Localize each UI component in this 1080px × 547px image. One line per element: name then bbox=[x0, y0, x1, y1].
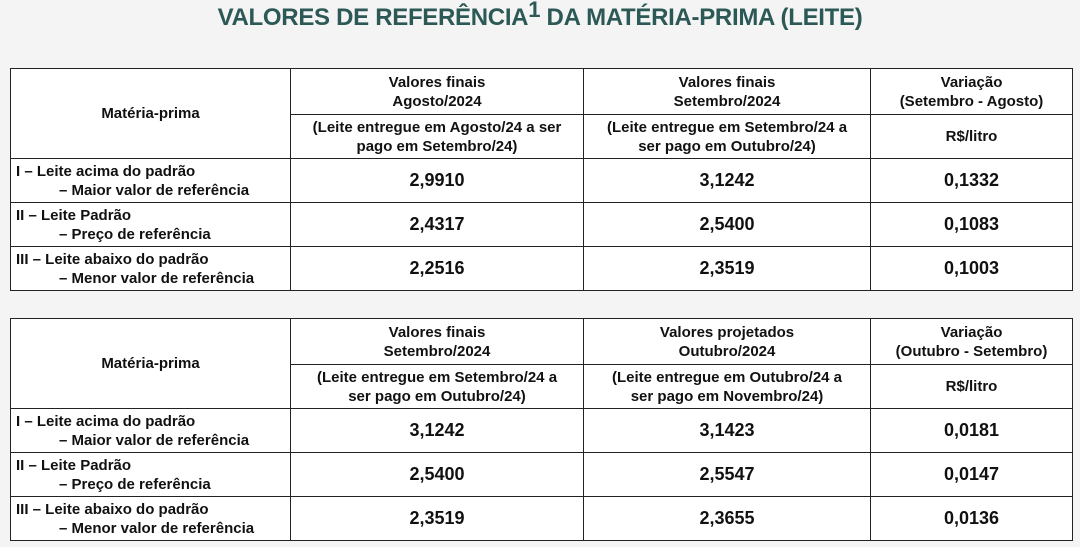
value-cell: 2,9910 bbox=[290, 158, 584, 203]
header-line: Variação bbox=[940, 73, 1003, 91]
note-line: ser pago em Outubro/24) bbox=[638, 137, 816, 155]
data-row: III – Leite abaixo do padrão – Menor valo… bbox=[10, 496, 1073, 541]
note-line: R$/litro bbox=[945, 378, 998, 395]
label-line: II – Leite Padrão bbox=[16, 456, 132, 474]
value-cell: 2,3519 bbox=[290, 496, 584, 541]
value-cell: 0,1083 bbox=[870, 202, 1073, 247]
note-cell: (Leite entregue em Setembro/24 a ser pago… bbox=[290, 364, 584, 409]
label-line: – Maior valor de referência bbox=[59, 181, 250, 199]
row-label: III – Leite abaixo do padrão – Menor valo… bbox=[10, 246, 291, 291]
header-line: Valores finais bbox=[388, 323, 486, 341]
label-line: – Menor valor de referência bbox=[59, 269, 255, 287]
value-cell: 3,1423 bbox=[583, 408, 871, 453]
value-cell: 2,3655 bbox=[583, 496, 871, 541]
label-line: – Maior valor de referência bbox=[59, 431, 250, 449]
label-line: I – Leite acima do padrão bbox=[16, 412, 196, 430]
value-cell: 2,3519 bbox=[583, 246, 871, 291]
header-row: Matéria-prima Valores finais Agosto/2024 Va… bbox=[10, 68, 1073, 159]
note-line: (Leite entregue em Agosto/24 a ser bbox=[312, 118, 562, 136]
label-line: – Menor valor de referência bbox=[59, 519, 255, 537]
header-cell: Valores finais Agosto/2024 bbox=[290, 68, 584, 115]
value-cell: 0,0181 bbox=[870, 408, 1073, 453]
value-cell: 0,0147 bbox=[870, 452, 1073, 497]
header-line: (Outubro - Setembro) bbox=[895, 342, 1048, 360]
row-label: I – Leite acima do padrão – Maior valor d… bbox=[10, 158, 291, 203]
header-cell: Variação (Setembro - Agosto) bbox=[870, 68, 1073, 115]
data-table: Matéria-prima Valores finais Agosto/2024 Va… bbox=[10, 68, 1073, 291]
note-line: R$/litro bbox=[945, 128, 998, 145]
header-line: Valores projetados bbox=[659, 323, 795, 341]
row-label: III – Leite abaixo do padrão – Menor valo… bbox=[10, 496, 291, 541]
note-cell: (Leite entregue em Setembro/24 a ser pago… bbox=[583, 114, 871, 159]
data-row: III – Leite abaixo do padrão – Menor valo… bbox=[10, 246, 1073, 291]
note-line: (Leite entregue em Setembro/24 a bbox=[606, 118, 848, 136]
note-line: ser pago em Novembro/24) bbox=[630, 387, 824, 405]
header-row: (Leite entregue em Agosto/24 a ser pago e… bbox=[11, 114, 1073, 159]
label-line: – Preço de referência bbox=[59, 225, 211, 243]
title-text: VALORES DE REFERÊNCIA bbox=[217, 4, 529, 31]
header-cell: Valores finais Setembro/2024 bbox=[290, 318, 584, 365]
header-cell: Matéria-prima bbox=[10, 318, 291, 409]
value-cell: 0,0136 bbox=[870, 496, 1073, 541]
label-line: II – Leite Padrão bbox=[16, 206, 132, 224]
header-line: Setembro/2024 bbox=[383, 342, 491, 360]
header-cell: Variação (Outubro - Setembro) bbox=[870, 318, 1073, 365]
page-title: VALORES DE REFERÊNCIA1 DA MATÉRIA-PRIMA … bbox=[0, 0, 1080, 32]
row-label: I – Leite acima do padrão – Maior valor d… bbox=[10, 408, 291, 453]
title-superscript: 1 bbox=[528, 0, 541, 22]
label-line: III – Leite abaixo do padrão bbox=[16, 500, 209, 518]
data-row: II – Leite Padrão – Preço de referência 2,… bbox=[10, 202, 1073, 247]
title-text: DA MATÉRIA-PRIMA (LEITE) bbox=[546, 4, 863, 31]
value-cell: 2,5400 bbox=[290, 452, 584, 497]
row-label: II – Leite Padrão – Preço de referência bbox=[10, 452, 291, 497]
note-line: ser pago em Outubro/24) bbox=[348, 387, 526, 405]
header-line: Variação bbox=[940, 323, 1003, 341]
header-line: (Setembro - Agosto) bbox=[899, 92, 1044, 110]
header-row: Matéria-prima Valores finais Setembro/2024… bbox=[10, 318, 1073, 409]
header-line: Outubro/2024 bbox=[678, 342, 776, 360]
label-line: – Preço de referência bbox=[59, 475, 211, 493]
value-cell: 3,1242 bbox=[290, 408, 584, 453]
header-line: Valores finais bbox=[678, 73, 776, 91]
row-label: II – Leite Padrão – Preço de referência bbox=[10, 202, 291, 247]
value-cell: 2,5547 bbox=[583, 452, 871, 497]
value-cell: 2,4317 bbox=[290, 202, 584, 247]
value-cell: 2,5400 bbox=[583, 202, 871, 247]
data-row: II – Leite Padrão – Preço de referência 2,… bbox=[10, 452, 1073, 497]
value-cell: 0,1003 bbox=[870, 246, 1073, 291]
value-cell: 3,1242 bbox=[583, 158, 871, 203]
header-line: Agosto/2024 bbox=[392, 92, 482, 110]
header-cell: Valores projetados Outubro/2024 bbox=[583, 318, 871, 365]
note-line: (Leite entregue em Outubro/24 a bbox=[611, 368, 843, 386]
note-cell: R$/litro bbox=[870, 364, 1073, 409]
note-line: pago em Setembro/24) bbox=[356, 137, 518, 155]
header-line: Setembro/2024 bbox=[673, 92, 781, 110]
data-row: I – Leite acima do padrão – Maior valor d… bbox=[10, 408, 1073, 453]
note-line: (Leite entregue em Setembro/24 a bbox=[316, 368, 558, 386]
data-table: Matéria-prima Valores finais Setembro/2024… bbox=[10, 318, 1073, 541]
label-line: I – Leite acima do padrão bbox=[16, 162, 196, 180]
note-cell: (Leite entregue em Outubro/24 a ser pago … bbox=[583, 364, 871, 409]
header-line: Valores finais bbox=[388, 73, 486, 91]
header-cell: Valores finais Setembro/2024 bbox=[583, 68, 871, 115]
note-cell: (Leite entregue em Agosto/24 a ser pago e… bbox=[290, 114, 584, 159]
label-line: III – Leite abaixo do padrão bbox=[16, 250, 209, 268]
note-cell: R$/litro bbox=[870, 114, 1073, 159]
data-row: I – Leite acima do padrão – Maior valor d… bbox=[10, 158, 1073, 203]
header-cell: Matéria-prima bbox=[10, 68, 291, 159]
value-cell: 2,2516 bbox=[290, 246, 584, 291]
value-cell: 0,1332 bbox=[870, 158, 1073, 203]
